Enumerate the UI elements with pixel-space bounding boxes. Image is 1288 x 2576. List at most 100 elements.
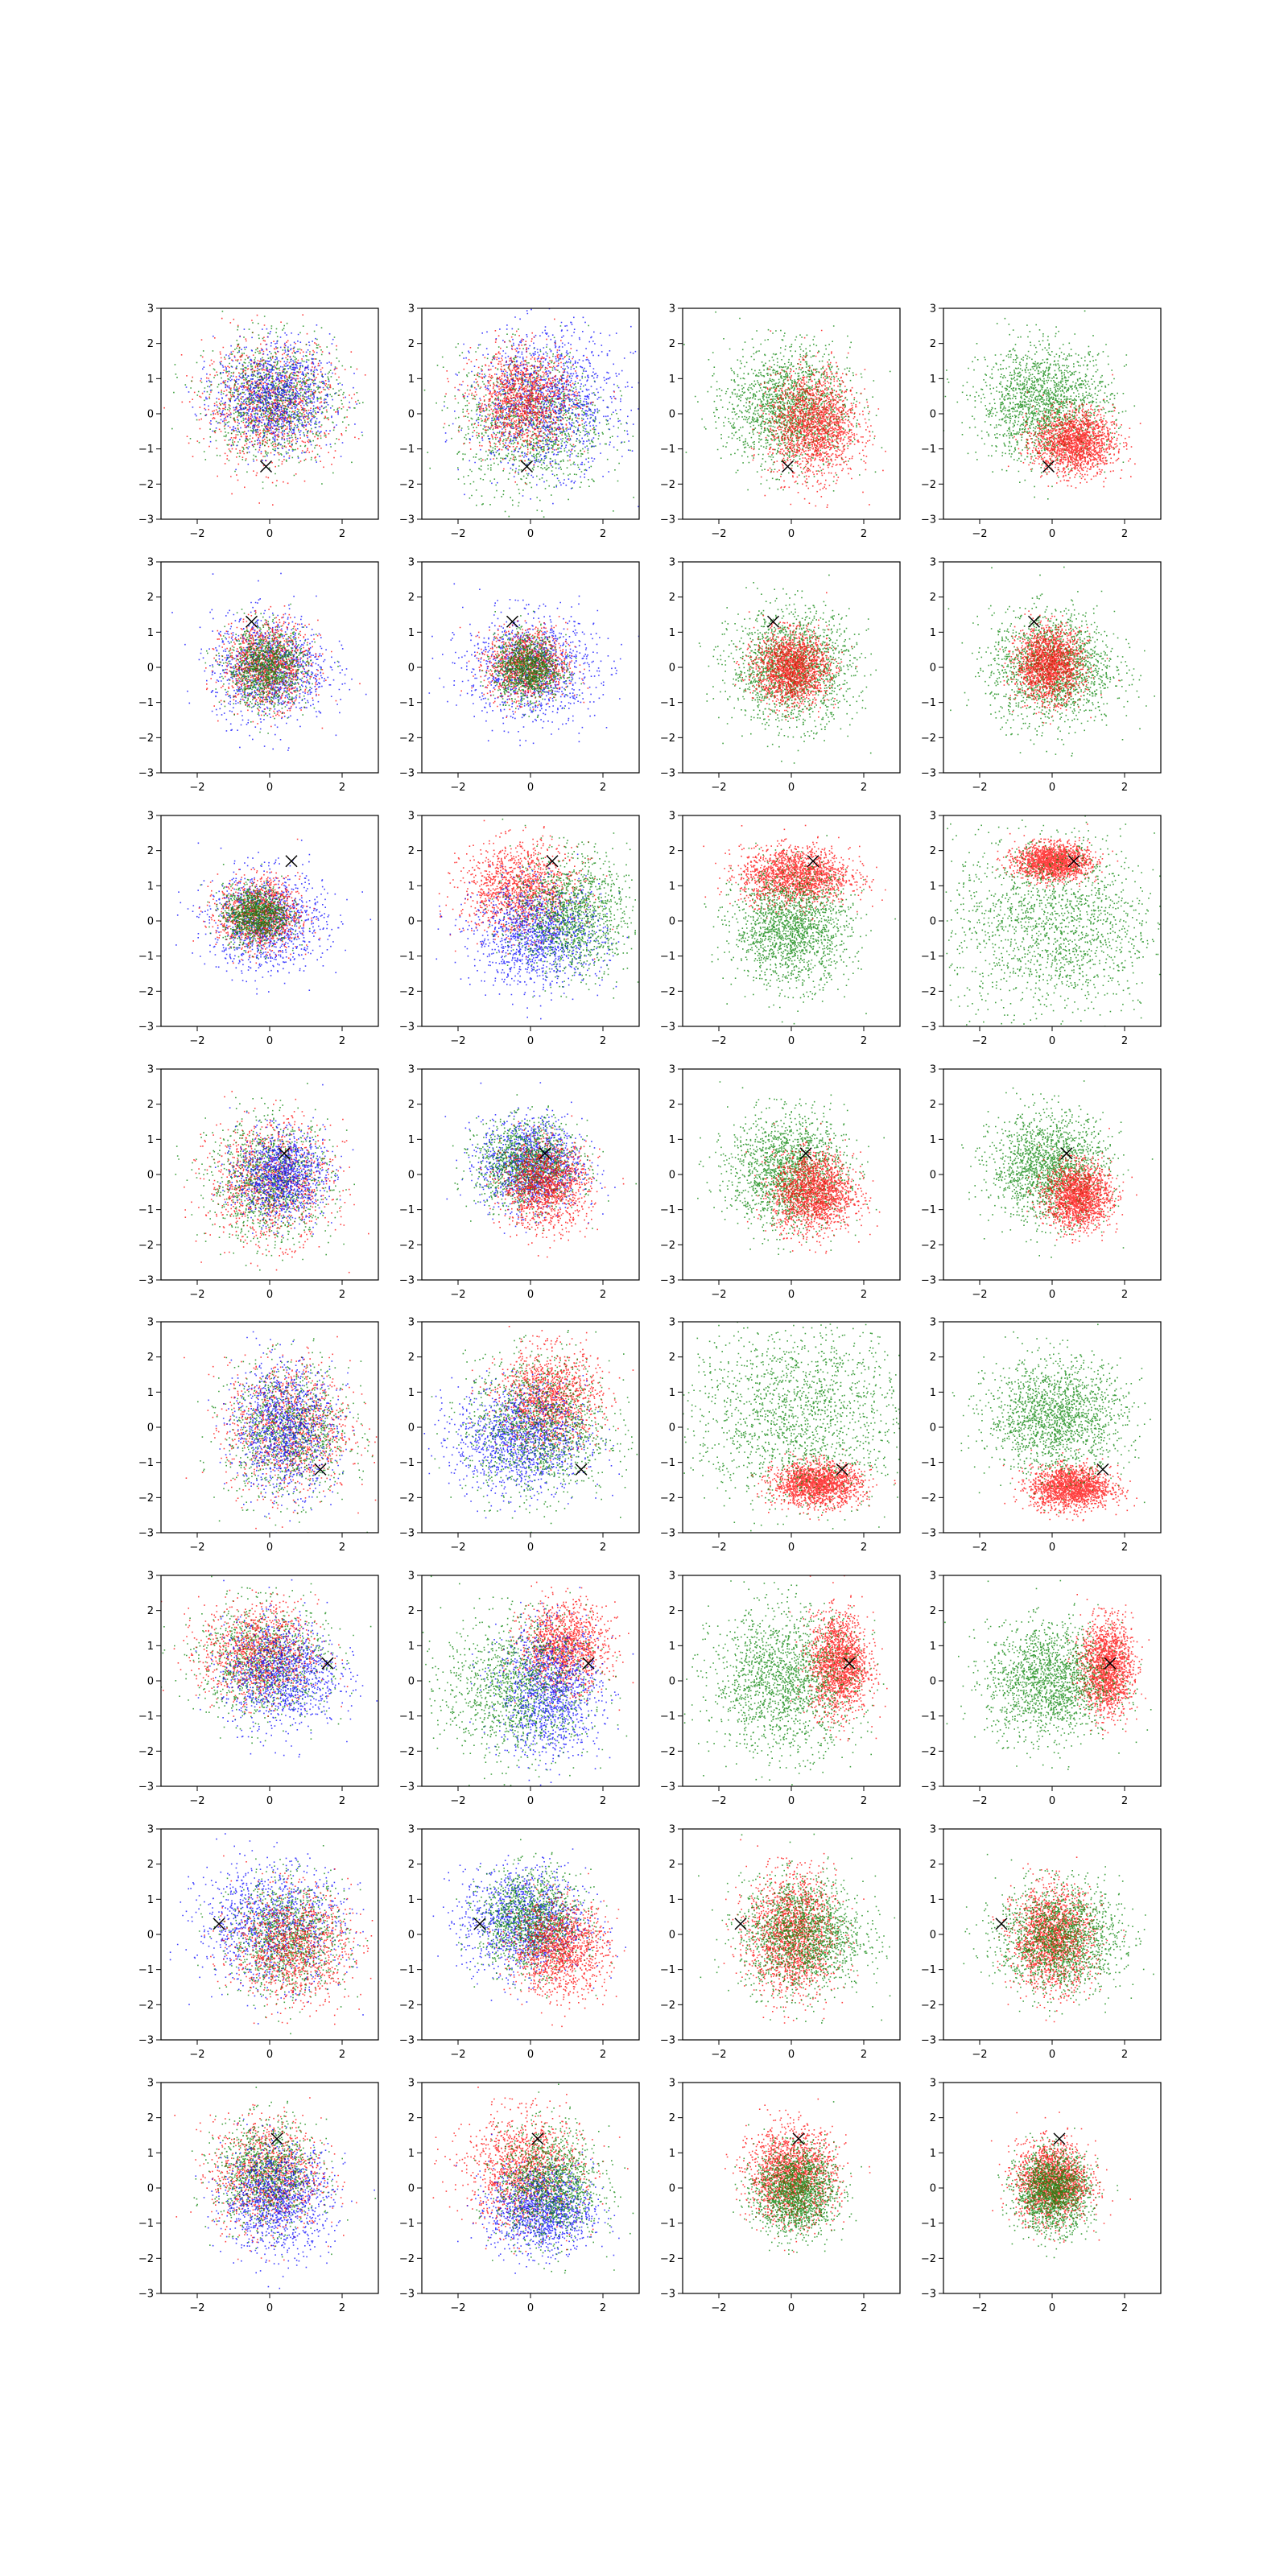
y-tick-label: 1 [930,881,936,893]
y-tick-label: 1 [147,2148,154,2160]
y-tick-label: 1 [669,1134,675,1146]
x-tick-label: 0 [1049,1289,1055,1301]
x-tick-label: 0 [527,2302,534,2314]
y-tick-label: 2 [408,1605,415,1617]
y-tick-label: −3 [660,2289,675,2301]
y-tick-label: −3 [138,2289,154,2301]
x-tick-label: −2 [972,2302,987,2314]
y-tick-label: −3 [660,514,675,526]
y-tick-label: 2 [669,2112,675,2124]
x-tick-label: −2 [972,1795,987,1807]
y-tick-label: 2 [147,1099,154,1111]
y-tick-label: −2 [660,986,675,998]
x-tick-label: −2 [711,1289,726,1301]
x-tick-label: 0 [266,782,273,794]
x-tick-label: 2 [339,782,345,794]
x-tick-label: 2 [861,528,867,540]
y-tick-label: −3 [399,1275,415,1287]
x-tick-label: −2 [189,528,204,540]
x-tick-label: 2 [600,2049,606,2061]
y-tick-label: −3 [660,2035,675,2047]
x-tick-label: 0 [788,1542,795,1554]
x-tick-label: −2 [450,782,465,794]
y-tick-label: 1 [669,1894,675,1906]
y-tick-label: 0 [147,1676,154,1688]
x-tick-label: 0 [266,1035,273,1047]
y-tick-label: 2 [669,845,675,857]
y-tick-label: 1 [930,1894,936,1906]
y-tick-label: 2 [669,1099,675,1111]
y-tick-label: −3 [399,2035,415,2047]
y-tick-label: −3 [660,1781,675,1794]
y-tick-label: 0 [408,1930,415,1942]
y-tick-label: −2 [921,1240,936,1252]
y-tick-label: −1 [399,1457,415,1469]
y-tick-label: 1 [930,1641,936,1653]
y-tick-label: 3 [930,303,936,316]
y-tick-label: 0 [930,1422,936,1435]
y-tick-label: 0 [147,2183,154,2195]
y-tick-label: −3 [921,1528,936,1540]
y-tick-label: 1 [408,2148,415,2160]
x-tick-label: 2 [1121,1542,1128,1554]
y-tick-label: 3 [147,1824,154,1836]
x-tick-label: 2 [600,1795,606,1807]
y-tick-label: 3 [147,1571,154,1583]
y-tick-label: −1 [660,697,675,709]
x-tick-label: 0 [527,1542,534,1554]
x-tick-label: 2 [861,2302,867,2314]
y-tick-label: 3 [408,1824,415,1836]
y-tick-label: −2 [138,2253,154,2265]
x-tick-label: 0 [1049,2302,1055,2314]
y-tick-label: 3 [147,303,154,316]
y-tick-label: −1 [399,1711,415,1723]
y-tick-label: 1 [147,881,154,893]
y-tick-label: 2 [408,845,415,857]
x-tick-label: 2 [1121,1289,1128,1301]
y-tick-label: 2 [147,592,154,604]
y-tick-label: 1 [147,374,154,386]
y-tick-label: 3 [930,1824,936,1836]
y-tick-label: −1 [660,1204,675,1216]
y-tick-label: 1 [930,2148,936,2160]
y-tick-label: −3 [660,1528,675,1540]
y-tick-label: 0 [669,1676,675,1688]
x-tick-label: −2 [972,1542,987,1554]
y-tick-label: 1 [930,1134,936,1146]
x-tick-label: −2 [189,1795,204,1807]
x-tick-label: −2 [450,2302,465,2314]
y-tick-label: 1 [930,627,936,639]
y-tick-label: 3 [408,557,415,569]
x-tick-label: 0 [788,1795,795,1807]
y-tick-label: 2 [669,592,675,604]
y-tick-label: 3 [147,811,154,823]
x-tick-label: 2 [339,2302,345,2314]
y-tick-label: 3 [408,1317,415,1329]
y-tick-label: −1 [660,1457,675,1469]
x-tick-label: −2 [972,528,987,540]
y-tick-label: −2 [660,1746,675,1758]
y-tick-label: 1 [408,1894,415,1906]
y-tick-label: −2 [921,1492,936,1505]
y-tick-label: −3 [921,768,936,780]
y-tick-label: −2 [138,1240,154,1252]
x-tick-label: 2 [339,528,345,540]
x-tick-label: 2 [339,1795,345,1807]
x-tick-label: −2 [450,1035,465,1047]
y-tick-label: 2 [669,338,675,350]
x-tick-label: 2 [600,2302,606,2314]
y-tick-label: −1 [399,697,415,709]
y-tick-label: 1 [408,374,415,386]
y-tick-label: 3 [930,811,936,823]
x-tick-label: 2 [861,782,867,794]
y-tick-label: −2 [921,479,936,491]
y-tick-label: 1 [147,627,154,639]
y-tick-label: −3 [921,1275,936,1287]
y-tick-label: 2 [147,2112,154,2124]
y-tick-label: −2 [660,1240,675,1252]
y-tick-label: −2 [660,2253,675,2265]
y-tick-label: 3 [930,1064,936,1076]
y-tick-label: 3 [408,1571,415,1583]
y-tick-label: 1 [147,1134,154,1146]
y-tick-label: −2 [399,733,415,745]
